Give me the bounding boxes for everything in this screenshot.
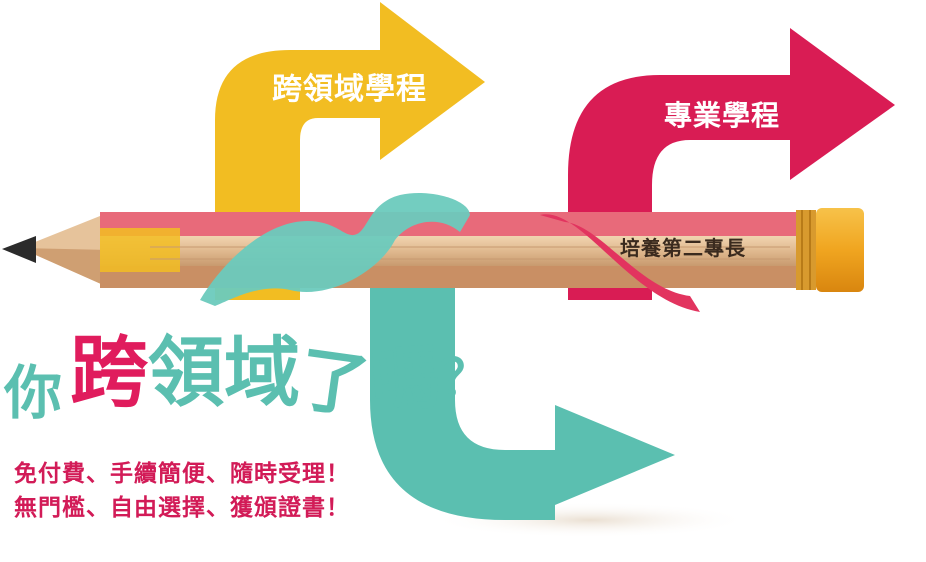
headline-part-3: 領 (148, 328, 225, 417)
headline-part-1: 你 (4, 359, 63, 427)
headline-part-7: ？ (440, 349, 491, 407)
pencil (2, 208, 864, 292)
headline-part-4: 域 (224, 328, 301, 417)
subtitle-line-2: 無門檻、自由選擇、獲頒證書！ (14, 495, 350, 521)
teal-arrow (370, 270, 675, 520)
cross-domain-program-label: 跨領域學程 (272, 72, 427, 107)
teal-ribbon (200, 192, 470, 306)
magenta-ribbon (540, 214, 700, 312)
headline-part-6: 嗎 (367, 335, 444, 423)
pencil-label: 培養第二專長 (620, 236, 746, 260)
headline-part-5: 了 (293, 337, 375, 429)
headline: 你跨領域了嗎？ (4, 328, 491, 428)
major-program-label: 專業學程 (664, 99, 781, 132)
headline-part-2: 跨 (70, 328, 149, 418)
subtitle-line-1: 免付費、手續簡便、隨時受理！ (14, 461, 350, 487)
